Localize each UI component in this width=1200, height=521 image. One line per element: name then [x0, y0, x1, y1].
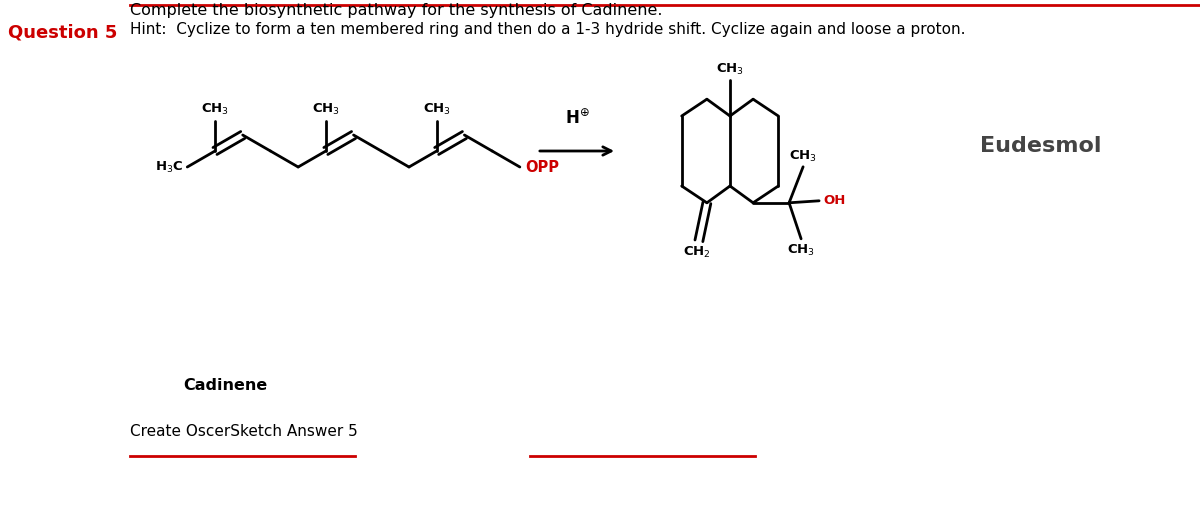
Text: Question 5: Question 5	[8, 24, 118, 42]
Text: CH$_3$: CH$_3$	[422, 102, 451, 117]
Text: CH$_2$: CH$_2$	[683, 245, 710, 260]
Text: H$_3$C: H$_3$C	[155, 159, 184, 175]
Text: Cadinene: Cadinene	[182, 378, 268, 393]
Text: CH$_3$: CH$_3$	[787, 243, 815, 258]
Text: CH$_3$: CH$_3$	[790, 148, 817, 164]
Text: Eudesmol: Eudesmol	[980, 136, 1102, 156]
Text: Hint:  Cyclize to form a ten membered ring and then do a 1-3 hydride shift. Cycl: Hint: Cyclize to form a ten membered rin…	[130, 22, 966, 37]
Text: CH$_3$: CH$_3$	[312, 102, 340, 117]
Text: OPP: OPP	[524, 159, 559, 175]
Text: CH$_3$: CH$_3$	[200, 102, 229, 117]
Text: H$^{\oplus}$: H$^{\oplus}$	[565, 110, 589, 129]
Text: OH: OH	[823, 194, 846, 207]
Text: CH$_3$: CH$_3$	[716, 62, 744, 77]
Text: Create OscerSketch Answer 5: Create OscerSketch Answer 5	[130, 424, 358, 439]
Text: Complete the biosynthetic pathway for the synthesis of Cadinene.: Complete the biosynthetic pathway for th…	[130, 3, 662, 18]
